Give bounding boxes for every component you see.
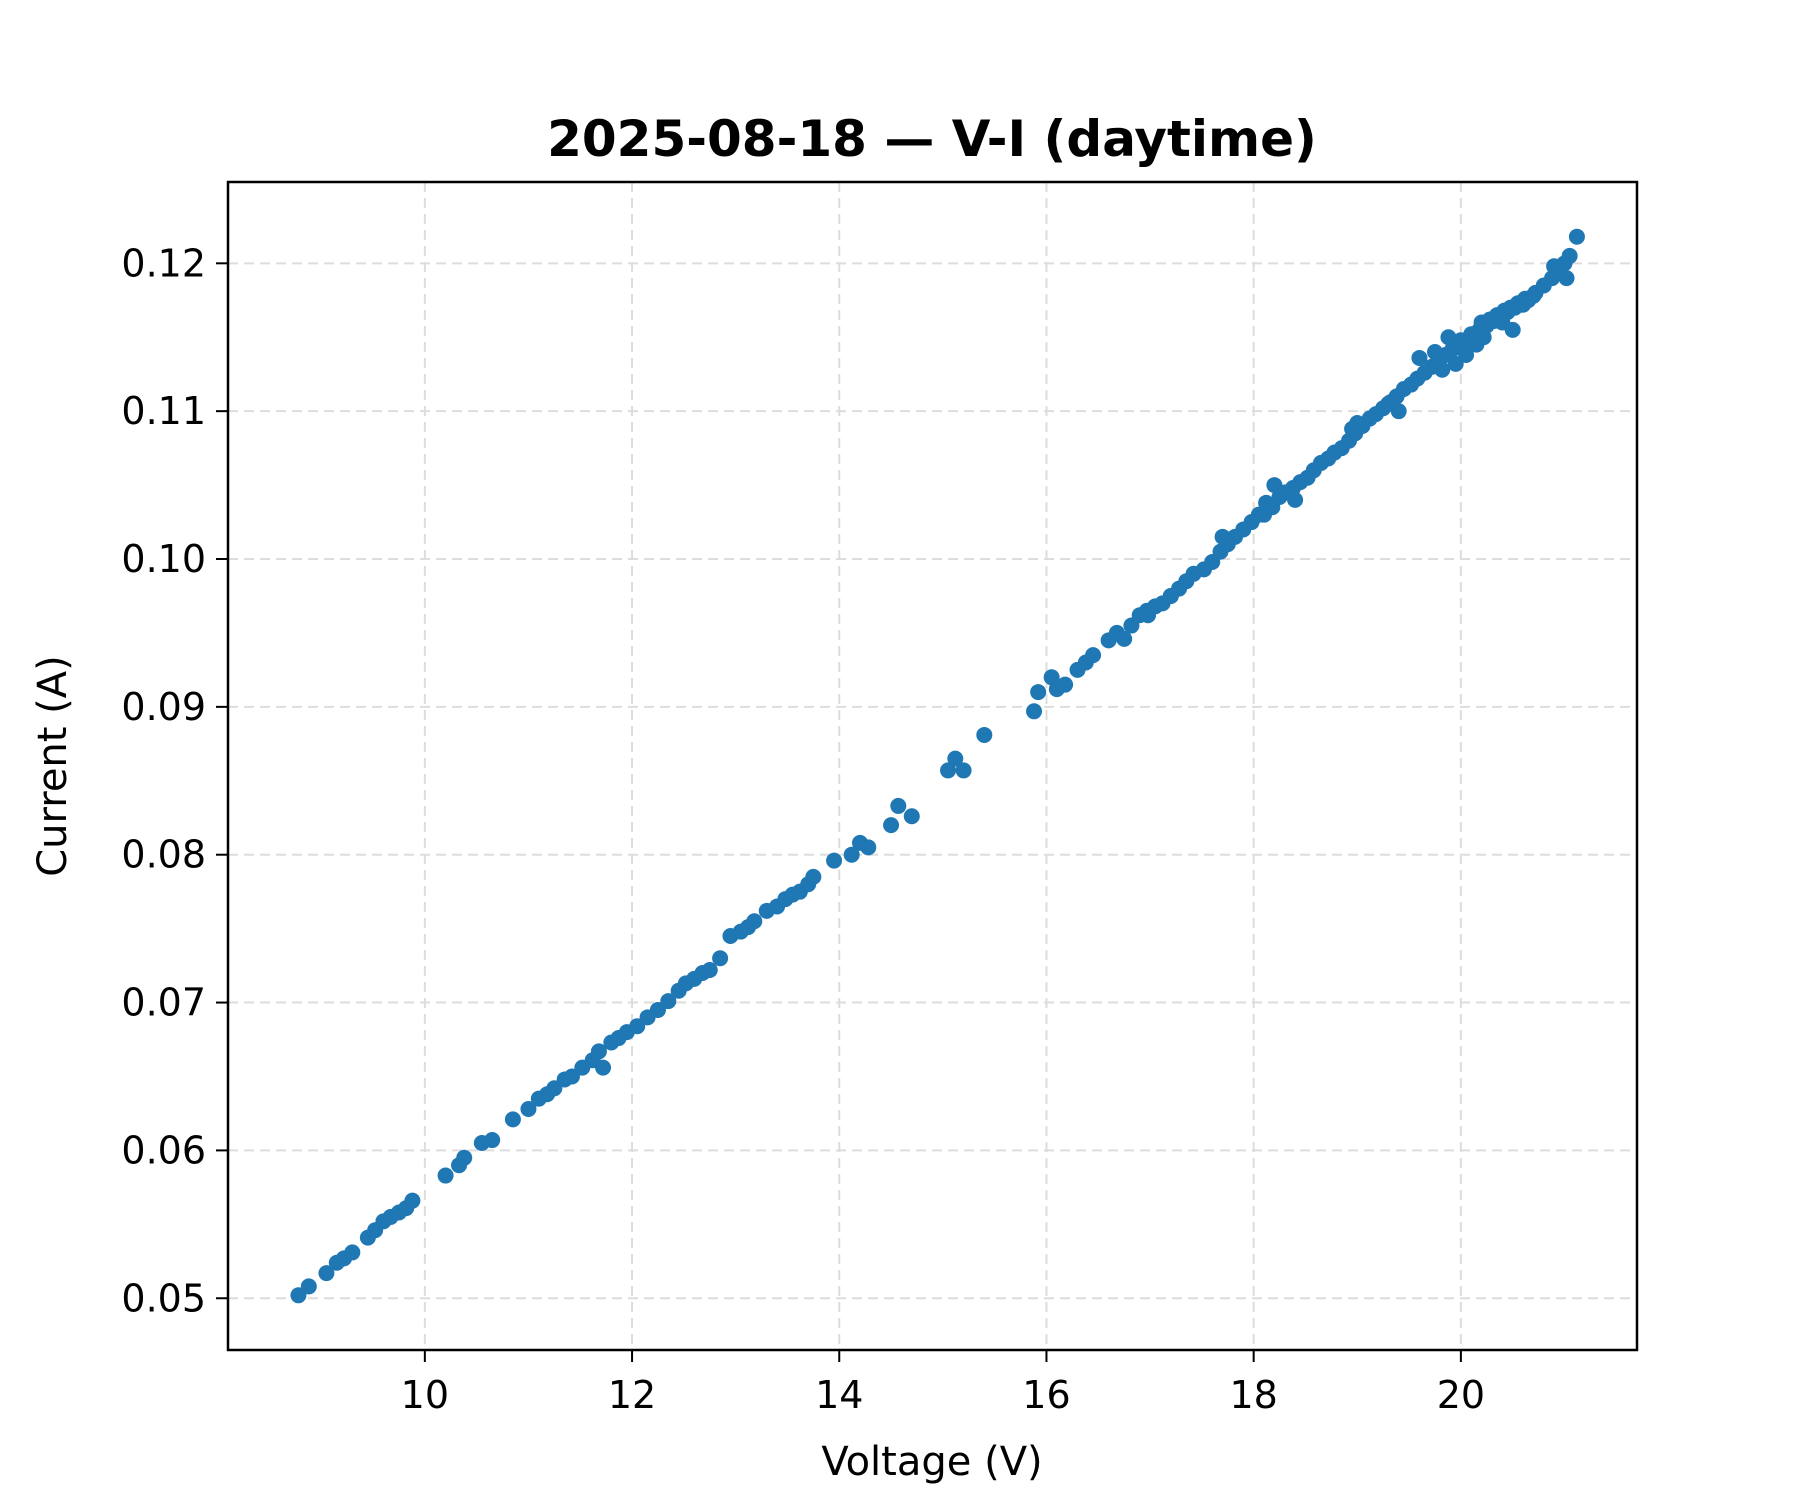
scatter-points bbox=[290, 228, 1585, 1304]
y-tick-label: 0.10 bbox=[121, 537, 206, 581]
y-axis-ticks: 0.05 0.06 0.07 0.08 0.09 0.10 0.11 0.12 bbox=[121, 241, 228, 1320]
data-point bbox=[1525, 287, 1542, 304]
data-point bbox=[520, 1101, 537, 1118]
data-point bbox=[1546, 258, 1563, 275]
data-point bbox=[404, 1192, 421, 1209]
data-point bbox=[1349, 414, 1366, 431]
data-point bbox=[546, 1080, 563, 1097]
data-point bbox=[1162, 587, 1179, 604]
chart-title: 2025-08-18 — V-I (daytime) bbox=[547, 110, 1317, 168]
data-point bbox=[1475, 329, 1492, 346]
y-tick-label: 0.07 bbox=[121, 981, 206, 1025]
x-tick-label: 20 bbox=[1437, 1373, 1485, 1417]
data-point bbox=[947, 750, 964, 767]
y-tick-label: 0.09 bbox=[121, 685, 206, 729]
x-tick-label: 10 bbox=[401, 1373, 449, 1417]
data-point bbox=[1561, 247, 1578, 264]
y-tick-label: 0.05 bbox=[121, 1276, 206, 1320]
x-tick-label: 12 bbox=[608, 1373, 656, 1417]
y-axis-label: Current (A) bbox=[30, 655, 76, 877]
data-point bbox=[344, 1244, 361, 1261]
data-point bbox=[1026, 703, 1043, 720]
data-point bbox=[1287, 491, 1304, 508]
x-tick-label: 14 bbox=[815, 1373, 863, 1417]
x-axis-ticks: 10 12 14 16 18 20 bbox=[401, 1350, 1485, 1417]
data-point bbox=[712, 950, 729, 967]
data-point bbox=[484, 1132, 501, 1149]
data-point bbox=[1558, 270, 1575, 287]
data-point bbox=[1434, 361, 1451, 378]
data-point bbox=[1504, 321, 1521, 338]
data-point bbox=[1411, 349, 1428, 366]
x-axis-label: Voltage (V) bbox=[821, 1439, 1042, 1485]
data-point bbox=[318, 1265, 335, 1282]
data-point bbox=[890, 797, 907, 814]
data-point bbox=[1426, 344, 1443, 361]
data-point bbox=[805, 868, 822, 885]
data-point bbox=[456, 1149, 473, 1166]
data-point bbox=[955, 762, 972, 779]
data-point bbox=[1057, 676, 1074, 693]
data-point bbox=[976, 726, 993, 743]
x-tick-label: 16 bbox=[1022, 1373, 1070, 1417]
y-tick-label: 0.12 bbox=[121, 241, 206, 285]
data-point bbox=[437, 1167, 454, 1184]
y-tick-label: 0.11 bbox=[121, 389, 206, 433]
data-point bbox=[629, 1018, 646, 1035]
x-tick-label: 18 bbox=[1229, 1373, 1277, 1417]
data-point bbox=[1447, 355, 1464, 372]
data-point bbox=[1139, 607, 1156, 624]
data-point bbox=[940, 762, 957, 779]
data-point bbox=[1380, 395, 1397, 412]
data-point bbox=[1214, 528, 1231, 545]
data-point bbox=[860, 839, 877, 856]
data-point bbox=[649, 1001, 666, 1018]
data-point bbox=[883, 817, 900, 834]
data-point bbox=[563, 1068, 580, 1085]
y-tick-label: 0.06 bbox=[121, 1128, 206, 1172]
y-tick-label: 0.08 bbox=[121, 833, 206, 877]
data-point bbox=[746, 913, 763, 930]
data-point bbox=[843, 846, 860, 863]
data-point bbox=[290, 1287, 307, 1304]
data-point bbox=[590, 1043, 607, 1060]
data-point bbox=[1458, 346, 1475, 363]
data-point bbox=[504, 1111, 521, 1128]
data-point bbox=[1515, 296, 1532, 313]
data-point bbox=[300, 1278, 317, 1295]
data-point bbox=[660, 993, 677, 1010]
data-point bbox=[595, 1059, 612, 1076]
data-point bbox=[903, 808, 920, 825]
data-point bbox=[1440, 329, 1457, 346]
data-point bbox=[1116, 630, 1133, 647]
plot-frame bbox=[226, 180, 1639, 1352]
data-point bbox=[1568, 228, 1585, 245]
data-point bbox=[1030, 684, 1047, 701]
data-point bbox=[1256, 506, 1273, 523]
data-point bbox=[826, 852, 843, 869]
data-point bbox=[1085, 647, 1102, 664]
data-point bbox=[701, 962, 718, 979]
